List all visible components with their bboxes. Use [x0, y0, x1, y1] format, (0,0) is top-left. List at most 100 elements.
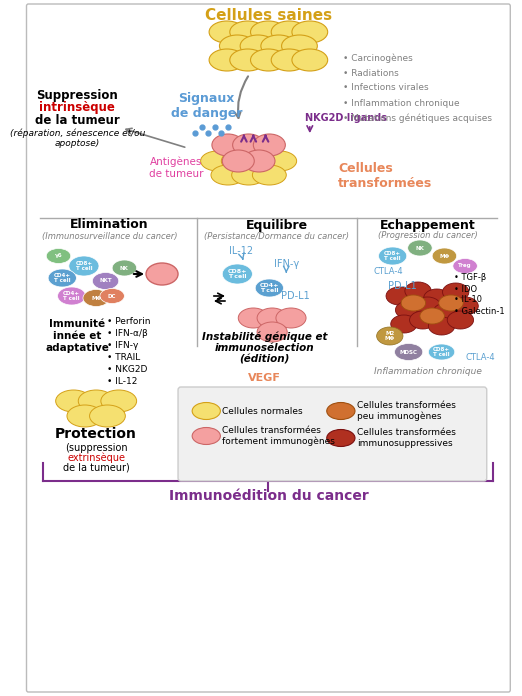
Text: (Immunosurveillance du cancer): (Immunosurveillance du cancer) [42, 232, 177, 241]
Ellipse shape [391, 315, 417, 333]
Ellipse shape [414, 297, 441, 315]
Text: • TRAIL: • TRAIL [108, 352, 141, 361]
Text: (suppression: (suppression [65, 443, 127, 453]
Ellipse shape [243, 150, 275, 172]
Ellipse shape [230, 21, 266, 43]
Text: M2
MΦ: M2 MΦ [385, 331, 395, 342]
Ellipse shape [263, 151, 296, 171]
Ellipse shape [78, 390, 114, 412]
Ellipse shape [395, 344, 423, 361]
Ellipse shape [261, 35, 296, 57]
Ellipse shape [192, 402, 220, 420]
Ellipse shape [396, 301, 422, 319]
Ellipse shape [408, 240, 432, 256]
Ellipse shape [57, 287, 86, 305]
Ellipse shape [257, 322, 287, 342]
Text: CTLA-4: CTLA-4 [465, 354, 495, 363]
Text: NKG2D ligands: NKG2D ligands [305, 113, 387, 123]
Ellipse shape [251, 21, 286, 43]
Text: (réparation, sénescence et/ou
apoptose): (réparation, sénescence et/ou apoptose) [9, 128, 145, 148]
Text: NK: NK [416, 246, 424, 251]
Ellipse shape [253, 134, 286, 156]
Text: VEGF: VEGF [248, 373, 281, 383]
Ellipse shape [377, 327, 403, 345]
Text: (Progression du cancer): (Progression du cancer) [377, 232, 477, 241]
Ellipse shape [219, 35, 255, 57]
Ellipse shape [253, 165, 286, 185]
Text: Inflammation chronique: Inflammation chronique [374, 367, 481, 376]
Text: DC: DC [108, 294, 116, 299]
Text: CD8+
T cell: CD8+ T cell [75, 260, 92, 271]
Text: • IL-12: • IL-12 [108, 377, 138, 386]
Ellipse shape [255, 279, 283, 297]
Text: CD4+
T cell: CD4+ T cell [63, 291, 80, 301]
Ellipse shape [452, 297, 478, 315]
Text: • Galectin-1: • Galectin-1 [454, 306, 504, 315]
Ellipse shape [292, 21, 328, 43]
Ellipse shape [200, 151, 234, 171]
Text: • Mutations génétiques acquises: • Mutations génétiques acquises [343, 113, 492, 122]
Text: Immunoédition du cancer: Immunoédition du cancer [169, 489, 368, 503]
Ellipse shape [238, 308, 268, 328]
Text: MΦ: MΦ [91, 296, 101, 301]
FancyBboxPatch shape [178, 387, 487, 481]
Text: Protection: Protection [55, 427, 137, 441]
Ellipse shape [56, 390, 91, 412]
Ellipse shape [240, 35, 276, 57]
Ellipse shape [101, 390, 137, 412]
Text: PD-L1: PD-L1 [388, 281, 417, 291]
Ellipse shape [420, 308, 444, 324]
Ellipse shape [232, 165, 266, 185]
Ellipse shape [401, 295, 425, 311]
Text: Cellules normales: Cellules normales [222, 406, 303, 416]
Text: NK: NK [120, 265, 129, 271]
Text: MΦ: MΦ [440, 253, 449, 258]
Ellipse shape [386, 287, 412, 305]
Ellipse shape [209, 21, 245, 43]
Text: IL-12: IL-12 [229, 246, 253, 256]
Text: Cellules saines: Cellules saines [205, 8, 332, 24]
Ellipse shape [276, 308, 306, 328]
Text: • NKG2D: • NKG2D [108, 365, 148, 374]
Text: CD4+
T cell: CD4+ T cell [54, 273, 71, 283]
Ellipse shape [327, 429, 355, 447]
Text: CD8+
T cell: CD8+ T cell [228, 269, 247, 279]
Ellipse shape [112, 260, 137, 276]
Ellipse shape [222, 264, 253, 284]
Ellipse shape [281, 35, 317, 57]
Text: Elimination: Elimination [70, 219, 149, 232]
Ellipse shape [100, 289, 124, 303]
Text: (Persistance/Dormance du cancer): (Persistance/Dormance du cancer) [205, 232, 349, 241]
Ellipse shape [453, 258, 477, 274]
Text: Equilibre: Equilibre [246, 219, 308, 232]
Ellipse shape [405, 282, 431, 300]
Text: • IFN-α/β: • IFN-α/β [108, 329, 148, 338]
Ellipse shape [424, 289, 450, 307]
Ellipse shape [447, 311, 473, 329]
Ellipse shape [251, 49, 286, 71]
Text: Echappement: Echappement [379, 219, 476, 232]
Ellipse shape [69, 256, 99, 276]
Text: MDSC: MDSC [400, 349, 418, 354]
Text: Signaux
de danger: Signaux de danger [171, 92, 242, 120]
Ellipse shape [429, 344, 455, 360]
Text: CD8+
T cell: CD8+ T cell [433, 347, 450, 358]
Text: Cellules transformées
immunosuppressives: Cellules transformées immunosuppressives [357, 428, 456, 448]
Ellipse shape [209, 49, 245, 71]
Text: Cellules transformées
peu immunogènes: Cellules transformées peu immunogènes [357, 401, 456, 421]
Ellipse shape [211, 165, 245, 185]
Text: intrinsèque: intrinsèque [39, 102, 115, 115]
Ellipse shape [92, 273, 118, 290]
Ellipse shape [378, 247, 407, 265]
Ellipse shape [146, 263, 178, 285]
Text: • Infections virales: • Infections virales [343, 84, 429, 93]
Text: extrinsèque: extrinsèque [67, 453, 125, 464]
Text: CD4+
T cell: CD4+ T cell [259, 283, 279, 294]
Ellipse shape [230, 49, 266, 71]
Ellipse shape [192, 427, 220, 445]
Ellipse shape [429, 317, 455, 335]
Ellipse shape [90, 405, 125, 427]
Ellipse shape [327, 402, 355, 420]
Ellipse shape [292, 49, 328, 71]
Ellipse shape [46, 248, 71, 264]
